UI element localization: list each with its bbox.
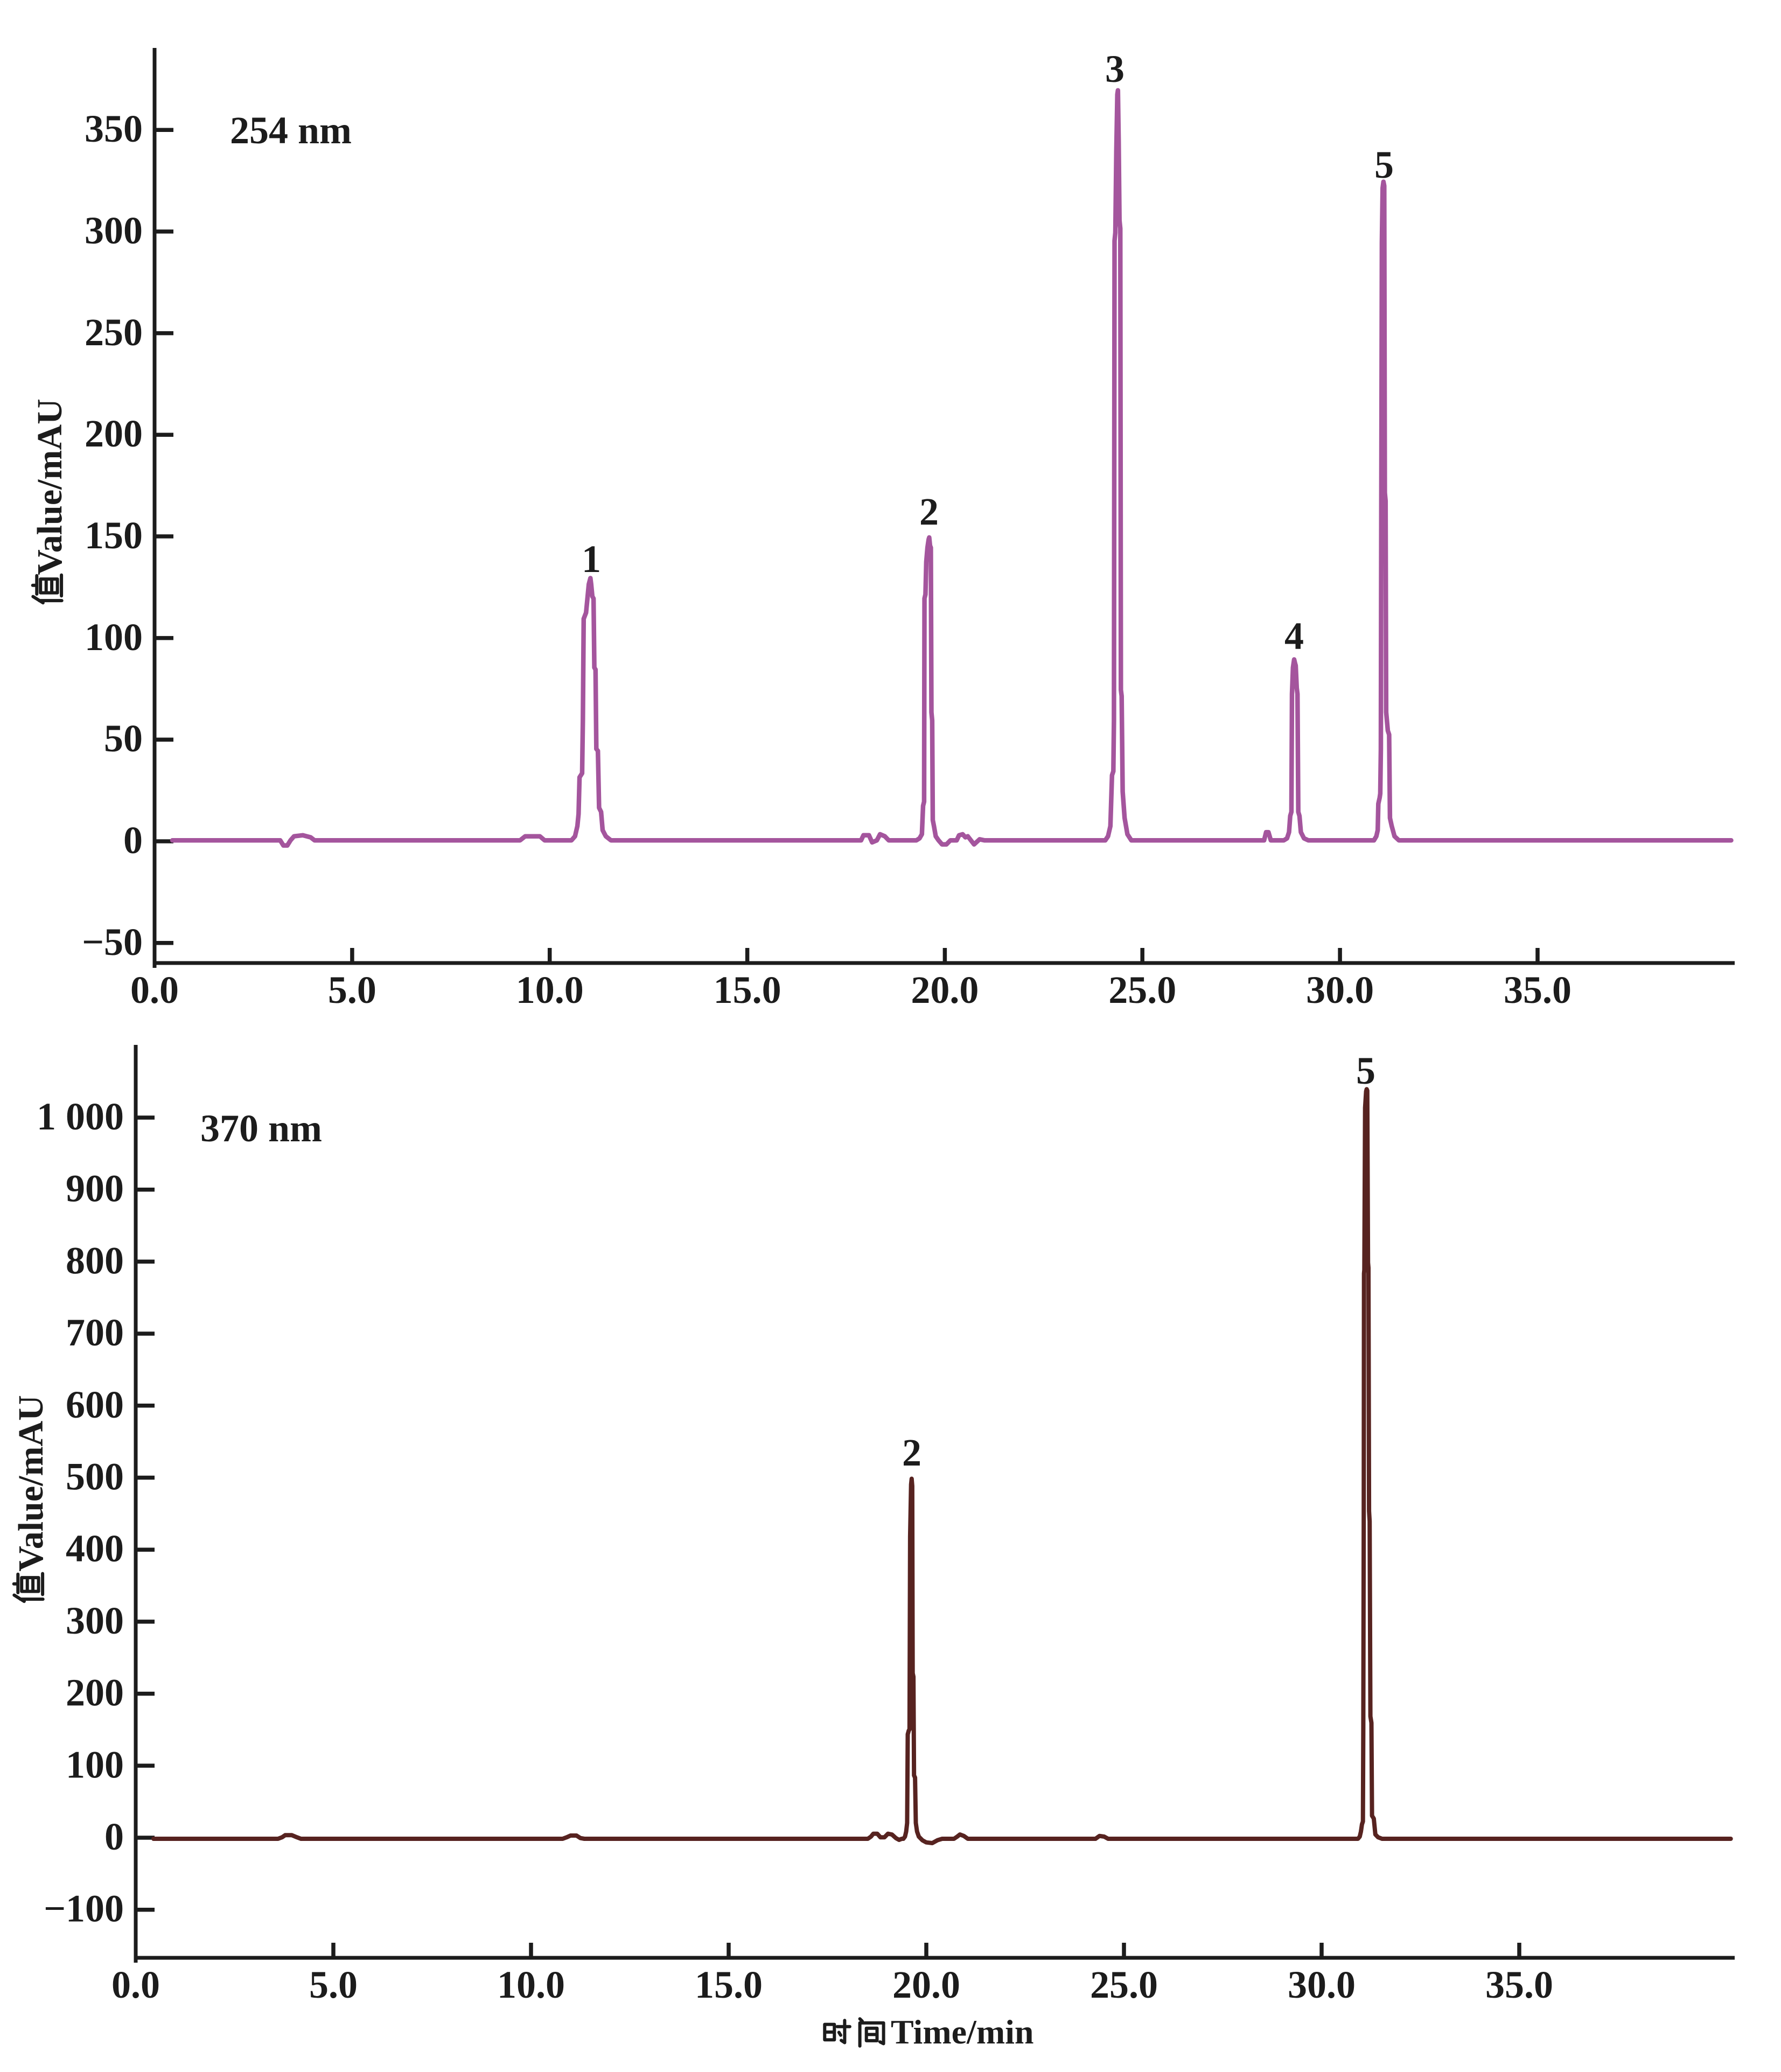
svg-text:50: 50 <box>104 717 143 760</box>
svg-text:0: 0 <box>104 1815 124 1858</box>
svg-text:4: 4 <box>1284 615 1304 658</box>
svg-text:400: 400 <box>66 1527 124 1570</box>
svg-text:800: 800 <box>66 1239 124 1282</box>
svg-text:1 000: 1 000 <box>37 1095 124 1138</box>
svg-text:500: 500 <box>66 1455 124 1498</box>
svg-text:900: 900 <box>66 1167 124 1210</box>
svg-text:100: 100 <box>66 1743 124 1786</box>
svg-text:350: 350 <box>85 107 143 150</box>
svg-text:3: 3 <box>1105 47 1125 90</box>
svg-text:300: 300 <box>85 209 143 252</box>
svg-text:5.0: 5.0 <box>328 968 376 1011</box>
svg-text:10.0: 10.0 <box>497 1963 565 2006</box>
svg-text:30.0: 30.0 <box>1306 968 1374 1011</box>
svg-text:0.0: 0.0 <box>130 968 179 1011</box>
svg-text:20.0: 20.0 <box>892 1963 960 2006</box>
svg-text:300: 300 <box>66 1599 124 1642</box>
svg-text:15.0: 15.0 <box>695 1963 763 2006</box>
svg-text:1: 1 <box>582 538 601 581</box>
svg-text:254 nm: 254 nm <box>230 109 352 152</box>
svg-text:0: 0 <box>123 819 143 862</box>
svg-text:25.0: 25.0 <box>1090 1963 1158 2006</box>
svg-text:Value/mAU: Value/mAU <box>30 399 69 575</box>
svg-text:2: 2 <box>902 1431 921 1474</box>
svg-text:15.0: 15.0 <box>714 968 781 1011</box>
svg-text:150: 150 <box>85 514 143 557</box>
svg-text:−50: −50 <box>82 920 143 964</box>
svg-text:Value/mAU: Value/mAU <box>11 1395 51 1572</box>
svg-text:370 nm: 370 nm <box>200 1107 322 1150</box>
svg-text:35.0: 35.0 <box>1504 968 1572 1011</box>
svg-text:5.0: 5.0 <box>309 1963 358 2006</box>
svg-text:5: 5 <box>1374 143 1394 186</box>
svg-text:25.0: 25.0 <box>1108 968 1176 1011</box>
svg-text:10.0: 10.0 <box>516 968 584 1011</box>
svg-text:35.0: 35.0 <box>1485 1963 1553 2006</box>
svg-text:200: 200 <box>66 1671 124 1714</box>
svg-text:−100: −100 <box>44 1887 124 1930</box>
svg-text:100: 100 <box>85 616 143 659</box>
svg-text:200: 200 <box>85 412 143 455</box>
svg-text:0.0: 0.0 <box>111 1963 160 2006</box>
svg-text:600: 600 <box>66 1383 124 1426</box>
svg-text:5: 5 <box>1356 1049 1375 1092</box>
svg-text:30.0: 30.0 <box>1288 1963 1356 2006</box>
svg-text:Time/min: Time/min <box>891 2013 1034 2051</box>
svg-text:20.0: 20.0 <box>911 968 979 1011</box>
svg-text:2: 2 <box>919 490 939 533</box>
svg-text:250: 250 <box>85 311 143 354</box>
svg-text:700: 700 <box>66 1311 124 1354</box>
